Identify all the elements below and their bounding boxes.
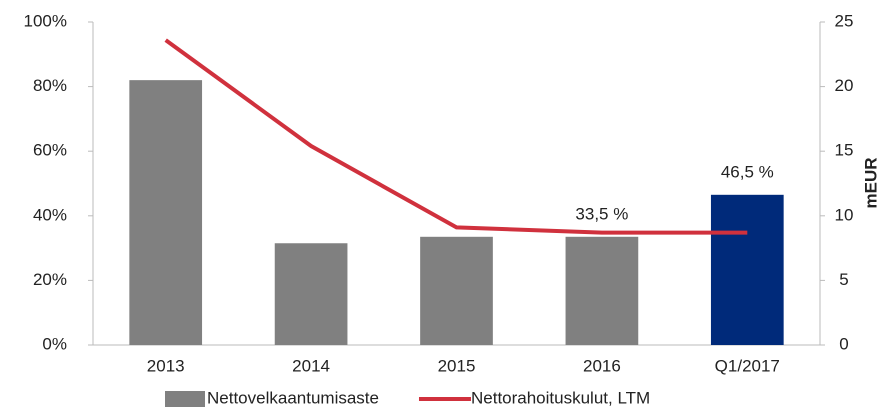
legend-label: Nettorahoituskulut, LTM	[471, 388, 650, 407]
y-tick-label: 80%	[33, 76, 67, 95]
y-tick-label: 40%	[33, 205, 67, 224]
bar	[274, 243, 348, 345]
bar	[129, 80, 203, 345]
bar	[565, 236, 639, 345]
bar	[420, 236, 493, 345]
line	[164, 38, 748, 235]
y2-tick-label: 20	[835, 76, 854, 95]
y-tick-label: 0%	[42, 334, 67, 353]
bar	[710, 194, 784, 345]
y2-tick-label: 15	[835, 141, 854, 160]
x-tick-label: 2015	[438, 356, 476, 375]
x-tick-label: Q1/2017	[715, 356, 780, 375]
y2-tick-label: 5	[839, 270, 848, 289]
y-tick-label: 60%	[33, 141, 67, 160]
y-tick-label: 100%	[24, 11, 67, 30]
x-tick-label: 2014	[292, 356, 330, 375]
y-tick-label: 20%	[33, 270, 67, 289]
legend-label: Nettovelkaantumisaste	[207, 388, 379, 407]
y2-axis-label: mEUR	[861, 157, 880, 208]
value-label: 46,5 %	[721, 162, 774, 181]
y2-tick-label: 10	[835, 205, 854, 224]
x-tick-label: 2013	[147, 356, 185, 375]
y2-tick-label: 25	[835, 11, 854, 30]
y2-tick-label: 0	[839, 334, 848, 353]
legend-swatch	[165, 391, 205, 407]
value-label: 33,5 %	[575, 204, 628, 223]
x-tick-label: 2016	[583, 356, 621, 375]
